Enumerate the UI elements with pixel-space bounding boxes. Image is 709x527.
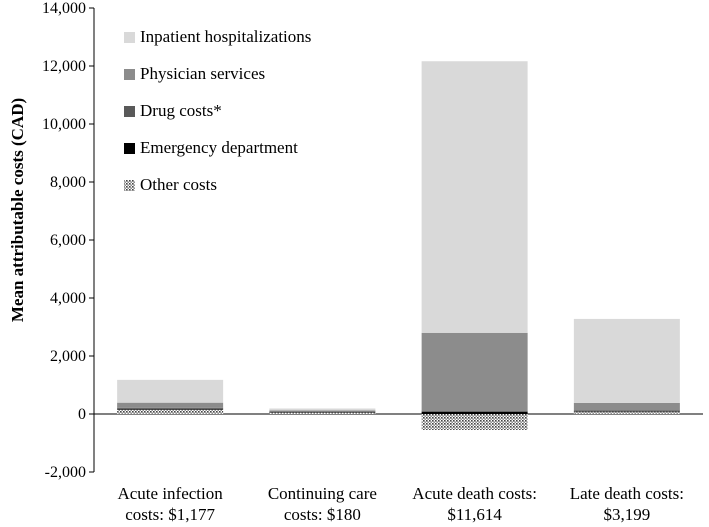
legend-label-drug: Drug costs* [140, 101, 222, 120]
legend-swatch-ed [124, 143, 135, 154]
bar-segment-drug-4 [573, 410, 680, 412]
bar-segment-other-1 [117, 409, 224, 414]
bar-segment-other-4 [573, 411, 680, 414]
bar-segment-inpt-3 [421, 61, 528, 333]
bar-segment-drug-2 [269, 411, 376, 412]
legend-label-other: Other costs [140, 175, 217, 194]
legend-swatch-drug [124, 106, 135, 117]
bar-segment-phys-1 [117, 402, 224, 408]
y-tick-label: 14,000 [42, 0, 86, 17]
x-category-label: $3,199 [604, 505, 651, 524]
bar-segment-inpt-2 [269, 408, 376, 411]
bar-segment-other-2 [269, 412, 376, 414]
bar-segment-drug-1 [117, 407, 224, 409]
x-category-label: Acute death costs: [412, 484, 537, 503]
legend-swatch-phys [124, 69, 135, 80]
y-tick-label: 2,000 [50, 348, 86, 365]
legend-swatch-inpt [124, 32, 135, 43]
y-tick-label: 4,000 [50, 290, 86, 307]
bar-segment-inpt-4 [573, 318, 680, 403]
legend-label-phys: Physician services [140, 64, 265, 83]
x-category-label: Continuing care [268, 484, 377, 503]
y-axis-label: Mean attributable costs (CAD) [8, 98, 27, 322]
x-category-label: Late death costs: [570, 484, 684, 503]
bars [117, 61, 680, 430]
axes: -2,000 0 2,000 4,000 6,000 8,000 10,000 12,000 1… [42, 0, 703, 481]
legend: Inpatient hospitalizations Physician serv… [124, 27, 311, 194]
legend-swatch-other [124, 180, 135, 191]
bar-segment-ed-1 [117, 408, 224, 410]
x-category-label: costs: $180 [284, 505, 361, 524]
y-tick-label: 6,000 [50, 232, 86, 249]
bar-segment-ed-3 [421, 411, 528, 414]
legend-label-inpt: Inpatient hospitalizations [140, 27, 311, 46]
y-tick-label: 12,000 [42, 58, 86, 75]
bar-segment-inpt-1 [117, 379, 224, 403]
bar-segment-ed-2 [269, 411, 376, 413]
bar-segment-drug-3 [421, 411, 528, 412]
y-tick-label: 8,000 [50, 174, 86, 191]
bar-segment-phys-2 [269, 410, 376, 412]
y-tick-label: 10,000 [42, 116, 86, 133]
bar-segment-phys-3 [421, 332, 528, 412]
bar-segment-other-3 [421, 414, 528, 430]
bar-segment-phys-4 [573, 402, 680, 411]
bar-segment-ed-4 [573, 411, 680, 412]
y-tick-label: 0 [78, 406, 86, 423]
x-category-label: Acute infection [117, 484, 223, 503]
x-category-label: costs: $1,177 [125, 505, 215, 524]
x-axis-labels: Acute infection costs: $1,177 Continuing c… [117, 484, 684, 524]
y-tick-label: -2,000 [45, 464, 86, 481]
legend-label-ed: Emergency department [140, 138, 298, 157]
x-category-label: $11,614 [447, 505, 502, 524]
